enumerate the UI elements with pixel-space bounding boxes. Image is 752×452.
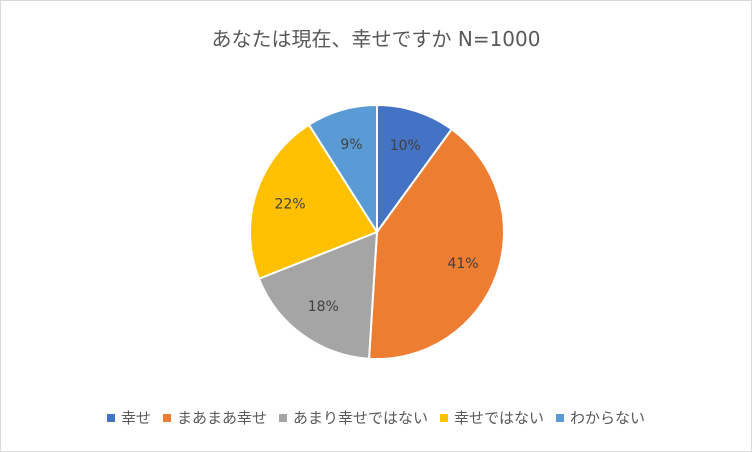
legend-swatch-5 [556, 413, 565, 422]
legend-label-1: 幸せ [120, 409, 151, 427]
data-label-5: 9% [340, 137, 362, 153]
legend-swatch-3 [278, 413, 287, 422]
legend-item-1: 幸せ [106, 407, 151, 428]
legend-label-3: あまり幸せではない [292, 409, 428, 427]
chart-title: あなたは現在、幸せですか N=1000 [211, 27, 541, 51]
pie-slice-4 [249, 123, 379, 281]
pie-slice-1 [376, 103, 454, 236]
legend: 幸せ まあまあ幸せ あまり幸せではない 幸せではない わからない [1, 407, 751, 428]
legend-item-3: あまり幸せではない [278, 407, 428, 428]
legend-item-2: まあまあ幸せ [162, 407, 267, 428]
data-label-2: 41% [447, 256, 478, 272]
legend-swatch-4 [440, 413, 448, 422]
legend-label-2: まあまあ幸せ [176, 409, 267, 427]
legend-label-5: わからない [570, 409, 646, 427]
legend-swatch-1 [106, 413, 115, 422]
legend-label-4: 幸せではない [454, 409, 545, 427]
pie-slice-5 [307, 103, 378, 236]
legend-swatch-2 [162, 413, 171, 422]
data-label-4: 22% [274, 197, 305, 213]
legend-item-4: 幸せではない [440, 407, 544, 428]
legend-item-5: わからない [556, 407, 645, 428]
pie-slice-3 [257, 230, 379, 360]
pie-slice-2 [367, 127, 505, 360]
data-label-3: 18% [308, 299, 339, 315]
data-label-1: 10% [390, 138, 421, 154]
